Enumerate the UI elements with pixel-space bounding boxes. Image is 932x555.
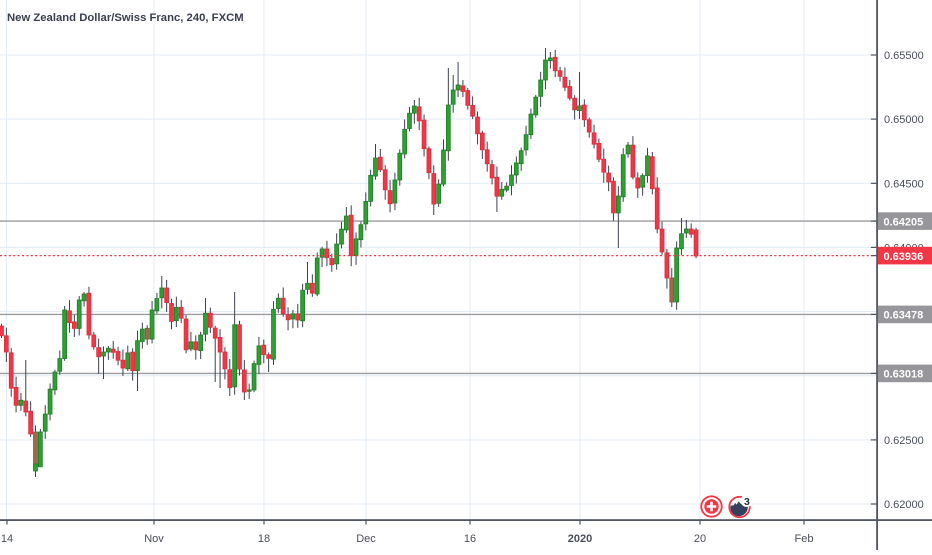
svg-text:Dec: Dec	[356, 533, 376, 545]
svg-text:0.63936: 0.63936	[884, 251, 924, 263]
svg-text:2020: 2020	[568, 533, 592, 545]
svg-text:14: 14	[1, 533, 13, 545]
svg-text:18: 18	[258, 533, 270, 545]
svg-text:0.63018: 0.63018	[884, 369, 924, 381]
svg-text:0.62500: 0.62500	[884, 435, 924, 447]
svg-text:New Zealand Dollar/Swiss Franc: New Zealand Dollar/Swiss Franc, 240, FXC…	[7, 12, 244, 24]
svg-text:Nov: Nov	[144, 533, 164, 545]
svg-text:3: 3	[744, 496, 750, 508]
svg-text:0.64500: 0.64500	[884, 178, 924, 190]
svg-text:Feb: Feb	[795, 533, 814, 545]
svg-text:0.65000: 0.65000	[884, 114, 924, 126]
svg-text:16: 16	[464, 533, 476, 545]
svg-text:0.65500: 0.65500	[884, 50, 924, 62]
svg-text:20: 20	[694, 533, 706, 545]
svg-text:0.62000: 0.62000	[884, 499, 924, 511]
svg-text:0.63478: 0.63478	[884, 310, 924, 322]
svg-text:0.64205: 0.64205	[884, 216, 924, 228]
